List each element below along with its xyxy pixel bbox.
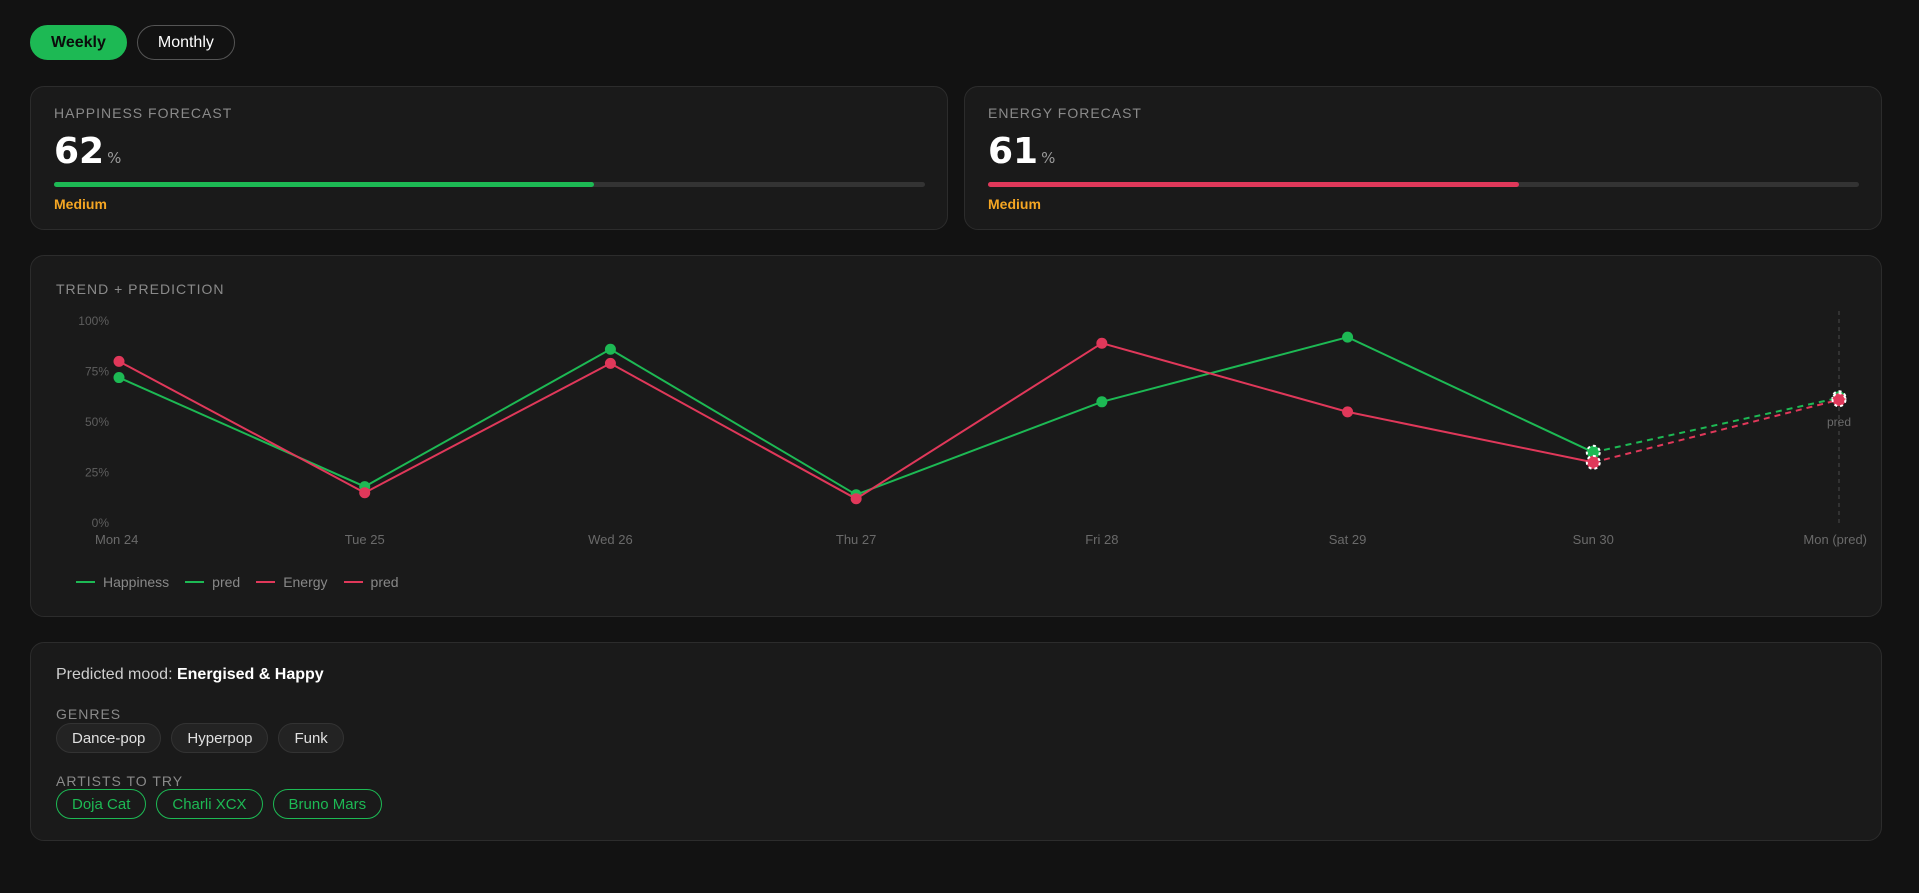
legend-item-energy-pred: pred (343, 574, 399, 590)
legend-item-happiness-pred: pred (185, 574, 240, 590)
artist-chip-doja-cat[interactable]: Doja Cat (56, 789, 147, 819)
y-tick-label: 50% (85, 415, 109, 429)
genre-chip-hyperpop[interactable]: Hyperpop (171, 723, 269, 753)
prediction-point (1585, 444, 1601, 460)
legend-swatch-energy-pred (343, 581, 363, 583)
y-tick-label: 75% (85, 365, 109, 379)
energy-forecast-label: ENERGY FORECAST (988, 105, 1142, 121)
series-line-3 (1593, 398, 1840, 464)
energy-forecast-value: 61% (988, 131, 1055, 172)
energy-level-badge: Medium (988, 196, 1041, 212)
artist-chip-list: Doja Cat Charli XCX Bruno Mars (56, 789, 383, 819)
genre-chip-list: Dance-pop Hyperpop Funk (56, 723, 344, 753)
legend-swatch-happiness (76, 581, 95, 583)
genre-chip-funk[interactable]: Funk (278, 723, 344, 753)
predicted-mood-value: Energised & Happy (176, 666, 324, 683)
energy-progress-track (988, 182, 1859, 187)
predicted-mood: Predicted mood: Energised & Happy (56, 666, 324, 684)
happiness-value-unit: % (107, 149, 122, 167)
data-point (604, 343, 616, 355)
prediction-marker-label: pred (1827, 415, 1851, 429)
x-tick-label: Mon (pred) (1803, 532, 1867, 547)
happiness-value-number: 62 (54, 131, 105, 172)
legend-item-energy: Energy (256, 574, 328, 590)
legend-label-happiness-pred: pred (212, 574, 241, 590)
y-tick-label: 25% (85, 466, 109, 480)
trend-chart-card: TREND + PREDICTION 0% 25% 50% 75% 100% Mon 24… (30, 255, 1882, 617)
x-tick-label: Sun 30 (1573, 532, 1614, 547)
y-tick-label: 100% (78, 314, 109, 328)
artists-label: ARTISTS TO TRY (56, 773, 184, 789)
data-point (1096, 337, 1108, 349)
energy-progress-fill (988, 182, 1520, 187)
chart-legend: Happiness pred Energy pred (76, 574, 399, 590)
energy-forecast-card: ENERGY FORECAST 61% Medium (964, 86, 1882, 230)
energy-value-unit: % (1041, 149, 1056, 167)
artist-chip-bruno-mars[interactable]: Bruno Mars (272, 789, 383, 819)
y-tick-label: 0% (92, 516, 110, 530)
weekly-button[interactable]: Weekly (30, 25, 127, 60)
happiness-level-badge: Medium (54, 196, 107, 212)
prediction-point (1831, 392, 1847, 408)
x-tick-label: Mon 24 (95, 532, 138, 547)
data-point (1342, 406, 1354, 418)
happiness-forecast-value: 62% (54, 131, 121, 172)
data-point (1096, 396, 1108, 408)
monthly-button[interactable]: Monthly (136, 25, 235, 60)
legend-swatch-happiness-pred (185, 581, 205, 583)
prediction-point (1585, 454, 1601, 470)
energy-value-number: 61 (988, 131, 1039, 172)
legend-swatch-energy (256, 581, 276, 583)
artist-chip-charli-xcx[interactable]: Charli XCX (156, 789, 263, 819)
trend-chart-title: TREND + PREDICTION (56, 281, 225, 297)
data-point (1342, 331, 1354, 343)
period-toggle: Weekly Monthly (30, 25, 235, 60)
data-point (850, 493, 862, 505)
trend-line-chart: 0% 25% 50% 75% 100% Mon 24 Tue 25 Wed 26 Thu 27 F… (78, 311, 1867, 547)
legend-item-happiness: Happiness (76, 574, 169, 590)
legend-label-energy-pred: pred (370, 574, 399, 590)
predicted-mood-card: Predicted mood: Energised & Happy GENRES… (30, 642, 1882, 841)
legend-label-energy: Energy (283, 574, 328, 590)
data-point (113, 372, 125, 384)
data-point (604, 357, 616, 369)
x-tick-label: Sat 29 (1329, 532, 1367, 547)
series-line-1 (1593, 396, 1840, 454)
genres-label: GENRES (56, 706, 122, 722)
happiness-progress-fill (54, 182, 595, 187)
x-tick-label: Fri 28 (1085, 532, 1118, 547)
predicted-mood-prefix: Predicted mood: (56, 666, 173, 683)
x-tick-label: Thu 27 (836, 532, 876, 547)
x-tick-label: Wed 26 (588, 532, 633, 547)
happiness-progress-track (54, 182, 925, 187)
data-point (113, 355, 125, 367)
happiness-forecast-label: HAPPINESS FORECAST (54, 105, 233, 121)
x-tick-label: Tue 25 (345, 532, 385, 547)
happiness-forecast-card: HAPPINESS FORECAST 62% Medium (30, 86, 948, 230)
genre-chip-dance-pop[interactable]: Dance-pop (56, 723, 162, 753)
data-point (359, 487, 371, 499)
legend-label-happiness: Happiness (103, 574, 170, 590)
